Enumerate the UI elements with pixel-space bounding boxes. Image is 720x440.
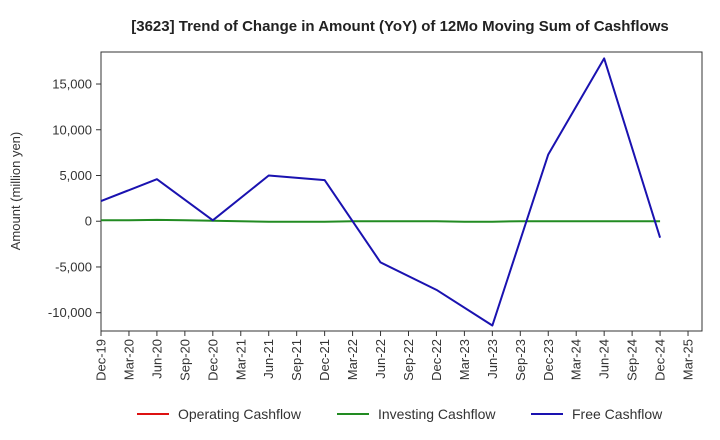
chart-title: [3623] Trend of Change in Amount (YoY) o…: [131, 18, 669, 35]
legend: Operating Cashflow Investing Cashflow Free…: [137, 406, 663, 422]
x-axis-ticks: Dec-19 Mar-20 Jun-20 Sep-20 Dec-20 Mar-21 Jun-…: [94, 331, 696, 381]
y-tick-label: -10,000: [48, 305, 92, 320]
x-tick-label: Dec-23: [541, 339, 556, 381]
x-tick-label: Dec-19: [94, 339, 109, 381]
x-tick-label: Sep-23: [513, 339, 528, 381]
x-tick-label: Dec-24: [653, 339, 668, 381]
x-tick-label: Mar-24: [569, 339, 584, 380]
x-tick-label: Jun-23: [485, 339, 500, 379]
x-tick-label: Jun-22: [373, 339, 388, 379]
x-tick-label: Sep-21: [289, 339, 304, 381]
x-tick-label: Jun-24: [597, 339, 612, 379]
legend-label-free-cashflow: Free Cashflow: [572, 406, 663, 422]
plot-area: [100, 51, 703, 332]
y-tick-label: 15,000: [52, 77, 92, 92]
x-tick-label: Mar-21: [233, 339, 248, 380]
y-tick-label: 5,000: [59, 168, 92, 183]
x-tick-label: Mar-20: [121, 339, 136, 380]
y-axis-ticks: -10,000 -5,000 0 5,000 10,000 15,000: [48, 77, 101, 320]
y-tick-label: -5,000: [55, 259, 92, 274]
y-axis-label: Amount (million yen): [8, 132, 23, 251]
x-tick-label: Sep-22: [401, 339, 416, 381]
y-tick-label: 10,000: [52, 122, 92, 137]
x-tick-label: Mar-23: [457, 339, 472, 380]
legend-label-operating-cashflow: Operating Cashflow: [178, 406, 302, 422]
legend-label-investing-cashflow: Investing Cashflow: [378, 406, 496, 422]
y-tick-label: 0: [85, 214, 92, 229]
x-tick-label: Dec-22: [429, 339, 444, 381]
x-tick-label: Dec-20: [205, 339, 220, 381]
plot-frame: [100, 51, 703, 332]
x-tick-label: Sep-20: [177, 339, 192, 381]
x-tick-label: Jun-20: [149, 339, 164, 379]
x-tick-label: Mar-25: [681, 339, 696, 380]
x-tick-label: Jun-21: [261, 339, 276, 379]
x-tick-label: Dec-21: [317, 339, 332, 381]
plot-background: [101, 52, 702, 331]
x-tick-label: Sep-24: [625, 339, 640, 381]
x-tick-label: Mar-22: [345, 339, 360, 380]
series-layer: [100, 57, 662, 327]
